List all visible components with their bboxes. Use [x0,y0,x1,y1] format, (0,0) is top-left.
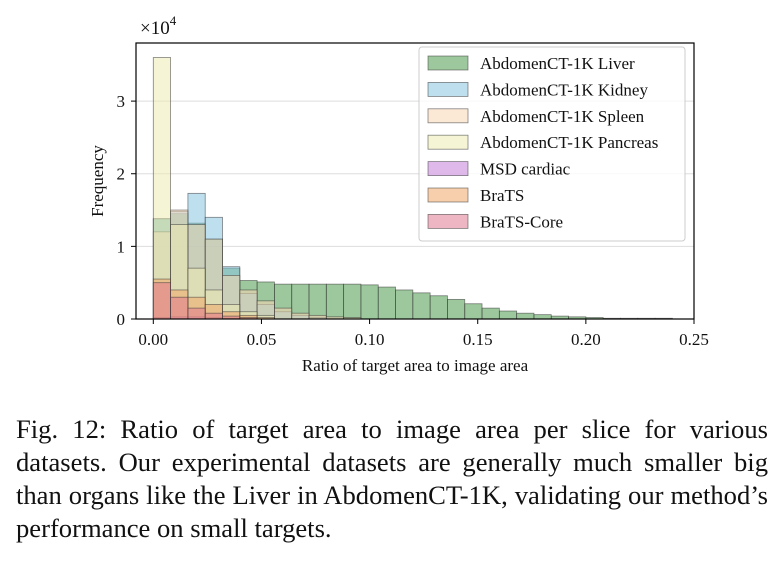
legend-box [418,46,686,242]
series-6 [152,282,258,320]
legend-swatch-6 [427,213,469,229]
bar-s0-b12 [360,284,379,320]
bar-s0-b14 [395,289,414,320]
y-tick-label-3: 3 [117,92,126,111]
bar-s6-b0 [152,282,172,320]
bar-s0-b17 [447,298,466,320]
histogram-bars [152,57,673,320]
bar-s0-b21 [516,312,535,320]
legend-swatch-3 [427,134,469,150]
x-tick-label-5: 0.25 [679,330,709,349]
legend-swatch-1 [427,82,469,97]
legend-label-0: AbdomenCT-1K Liver [480,54,635,73]
x-axis-label: Ratio of target area to image area [302,356,529,375]
bar-s6-b1 [170,296,189,320]
x-axis: 0.00 0.05 0.10 0.15 0.20 0.25 [138,319,709,349]
legend-label-4: MSD cardiac [480,160,571,179]
y-axis: 0 1 2 3 [117,92,136,329]
bar-s0-b16 [429,295,448,320]
bar-s6-b2 [187,307,206,320]
x-tick-label-1: 0.05 [247,330,277,349]
legend-swatch-0 [427,55,469,71]
y-tick-label-2: 2 [117,165,126,184]
y-scale-multiplier: ×104 [140,13,177,39]
bar-s0-b9 [308,283,327,320]
x-tick-label-0: 0.00 [138,330,168,349]
legend-swatch-2 [427,108,469,124]
legend-swatch-4 [427,161,469,177]
legend-label-2: AbdomenCT-1K Spleen [480,107,645,126]
legend-swatch-5 [427,187,469,203]
x-tick-label-4: 0.20 [571,330,601,349]
bar-s6-b3 [204,312,223,320]
x-tick-label-3: 0.15 [463,330,493,349]
y-tick-label-1: 1 [117,237,126,256]
x-tick-label-2: 0.10 [355,330,385,349]
bar-s0-b22 [533,314,552,320]
plot-frame [135,42,695,320]
legend-label-5: BraTS [480,186,524,205]
legend: AbdomenCT-1K Liver AbdomenCT-1K Kidney Abd… [418,46,686,242]
bar-s0-b15 [412,292,431,320]
legend-label-1: AbdomenCT-1K Kidney [480,80,648,99]
bar-s0-b18 [464,303,483,320]
y-tick-label-0: 0 [117,310,126,329]
y-axis-label: Frequency [88,145,107,217]
bar-s2-b7 [274,307,293,320]
bar-s0-b19 [481,307,500,320]
bar-s0-b10 [325,283,345,320]
bar-s0-b20 [498,310,518,320]
legend-label-6: BraTS-Core [480,212,563,231]
bar-s2-b8 [291,312,310,320]
legend-label-3: AbdomenCT-1K Pancreas [480,133,658,152]
bar-s0-b11 [343,283,362,320]
bar-s0-b13 [377,286,396,320]
histogram-figure: 0.00 0.05 0.10 0.15 0.20 0.25 0 1 2 3 ×104 Ratio… [88,13,709,375]
figure-caption: Fig. 12: Ratio of target area to image a… [16,414,768,543]
